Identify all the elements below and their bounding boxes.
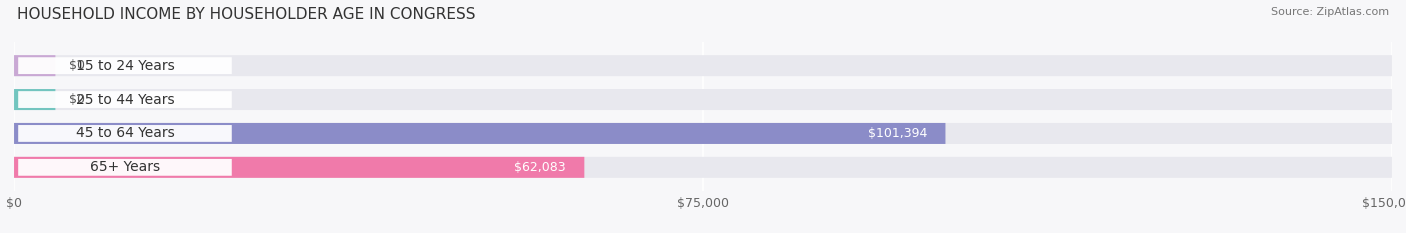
Text: HOUSEHOLD INCOME BY HOUSEHOLDER AGE IN CONGRESS: HOUSEHOLD INCOME BY HOUSEHOLDER AGE IN C… <box>17 7 475 22</box>
FancyBboxPatch shape <box>18 159 232 176</box>
FancyBboxPatch shape <box>14 157 585 178</box>
FancyBboxPatch shape <box>14 89 1392 110</box>
Text: $0: $0 <box>69 93 86 106</box>
Text: Source: ZipAtlas.com: Source: ZipAtlas.com <box>1271 7 1389 17</box>
Text: 15 to 24 Years: 15 to 24 Years <box>76 59 174 73</box>
Text: $0: $0 <box>69 59 86 72</box>
Text: 25 to 44 Years: 25 to 44 Years <box>76 93 174 106</box>
FancyBboxPatch shape <box>14 55 55 76</box>
FancyBboxPatch shape <box>18 91 232 108</box>
FancyBboxPatch shape <box>14 123 1392 144</box>
Text: 45 to 64 Years: 45 to 64 Years <box>76 127 174 140</box>
Text: $101,394: $101,394 <box>868 127 927 140</box>
Text: 65+ Years: 65+ Years <box>90 160 160 174</box>
Text: $62,083: $62,083 <box>515 161 567 174</box>
FancyBboxPatch shape <box>14 89 55 110</box>
FancyBboxPatch shape <box>14 157 1392 178</box>
FancyBboxPatch shape <box>18 57 232 74</box>
FancyBboxPatch shape <box>18 125 232 142</box>
FancyBboxPatch shape <box>14 123 945 144</box>
FancyBboxPatch shape <box>14 55 1392 76</box>
